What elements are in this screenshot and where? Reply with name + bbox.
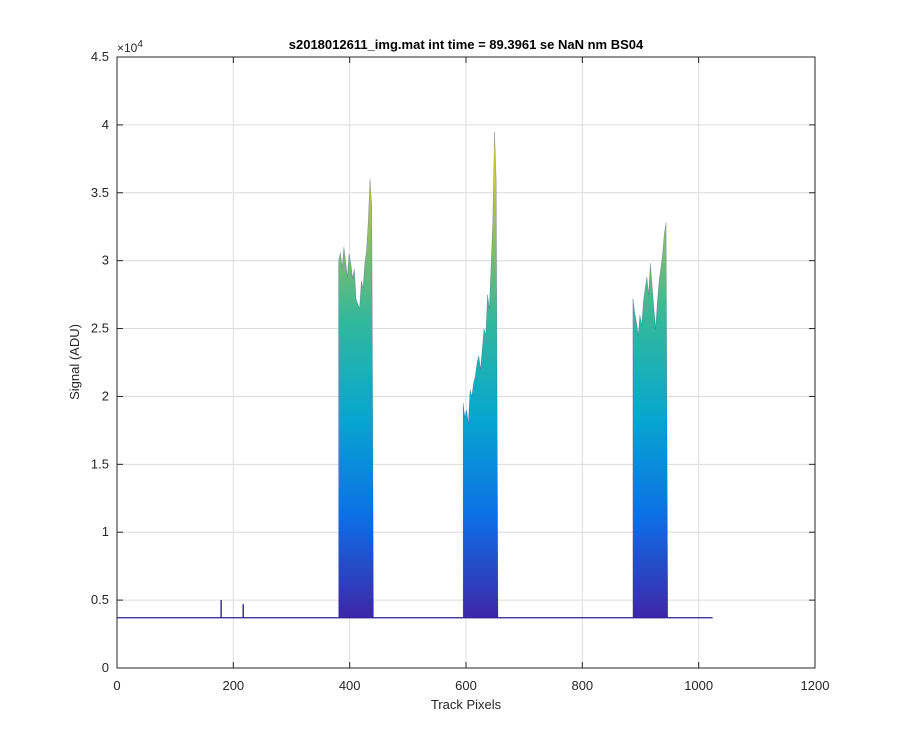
axis-ticks: 0 200 400 600 800 1000 1200 0 0.5 1 1.5 2 2.5 3 3.5 4 4.… [91,49,830,693]
x-tick-label: 800 [571,678,593,693]
y-tick-label: 3 [102,253,109,268]
y-tick-label: 0 [102,660,109,675]
y-tick-label: 4.5 [91,49,109,64]
y-tick-label: 4 [102,117,109,132]
x-tick-label: 0 [113,678,120,693]
y-axis-label: Signal (ADU) [67,324,82,400]
x-tick-label: 1000 [684,678,713,693]
y-tick-label: 2 [102,388,109,403]
chart-title: s2018012611_img.mat int time = 89.3961 s… [289,37,644,52]
y-exponent-base: ×10 [117,41,138,55]
signal-peak [632,222,668,618]
y-tick-label: 1.5 [91,456,109,471]
x-tick-label: 200 [222,678,244,693]
y-tick-label: 0.5 [91,592,109,607]
data-series [117,131,713,619]
y-tick-label: 3.5 [91,185,109,200]
signal-peak [338,179,374,618]
y-tick-label: 2.5 [91,321,109,336]
y-tick-label: 1 [102,524,109,539]
x-tick-label: 1200 [801,678,830,693]
signal-peak [462,131,499,618]
y-axis-exponent: ×104 [117,39,143,55]
x-axis-label: Track Pixels [431,697,502,712]
x-tick-label: 600 [455,678,477,693]
y-exponent-power: 4 [137,39,143,50]
x-tick-label: 400 [339,678,361,693]
